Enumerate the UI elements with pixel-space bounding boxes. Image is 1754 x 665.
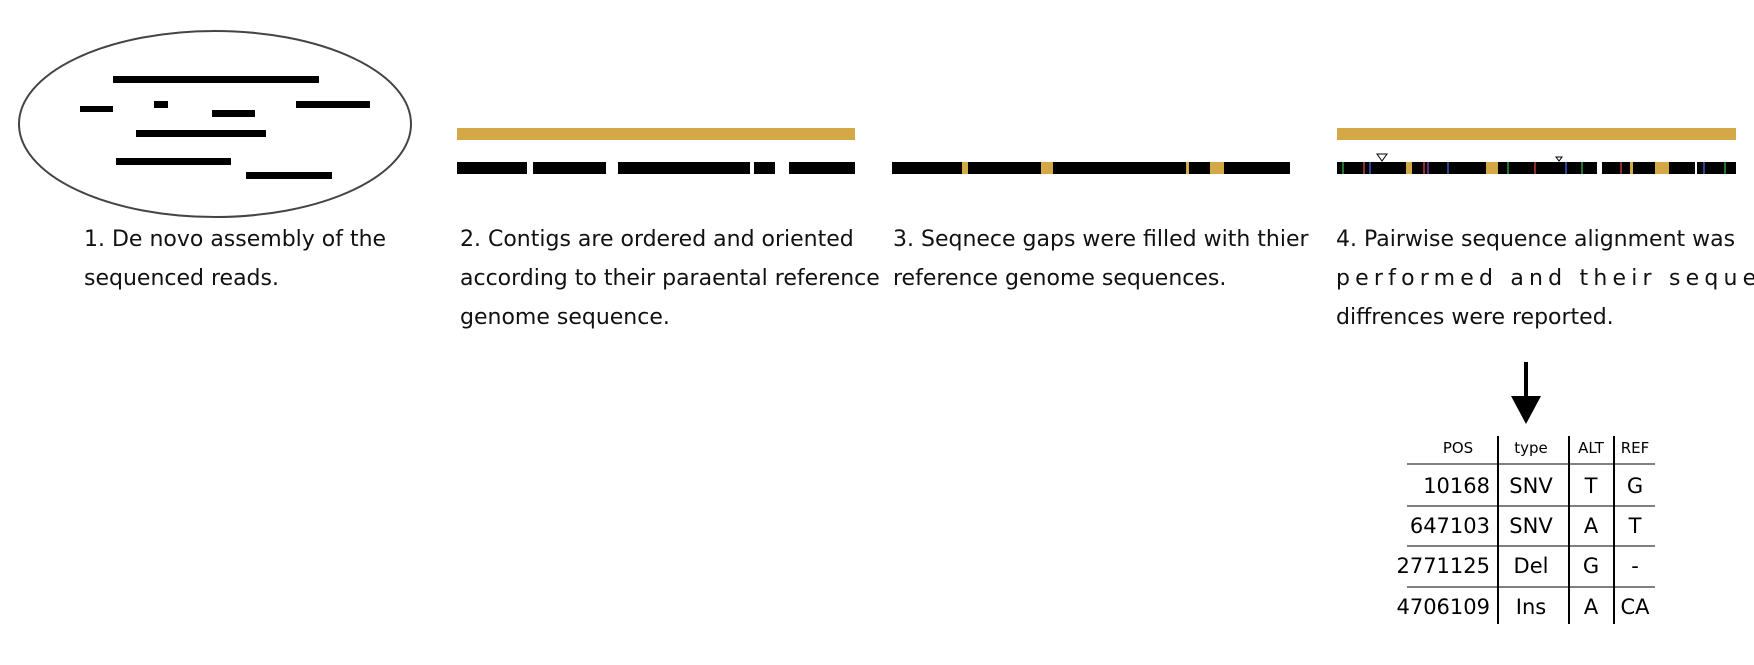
- step-3-caption: 3. Seqnece gaps were filled with thier r…: [893, 220, 1309, 298]
- panel-1-reads: [18, 30, 412, 218]
- table-cell: Del: [1514, 554, 1549, 578]
- table-header-type: type: [1514, 439, 1548, 457]
- insertion-marker-icon: [1376, 153, 1388, 162]
- caption-line: 2. Contigs are ordered and oriented: [460, 227, 854, 252]
- panel-3-gap-filled: [892, 162, 1290, 174]
- caption-line: 1. De novo assembly of the: [84, 227, 387, 252]
- assembly-bar: [1337, 162, 1736, 174]
- reference-genome-bar: [1337, 128, 1736, 140]
- table-cell: A: [1584, 595, 1599, 619]
- table-cell: 2771125: [1396, 554, 1490, 578]
- read: [136, 130, 266, 137]
- aligned-gap: [1630, 162, 1633, 174]
- table-cell: SNV: [1509, 474, 1553, 498]
- step-1-caption: 1. De novo assembly of the sequenced rea…: [84, 220, 386, 298]
- aligned-gap: [1406, 162, 1412, 174]
- contig: [533, 162, 606, 174]
- contig: [618, 162, 750, 174]
- step-2-caption: 2. Contigs are ordered and oriented acco…: [460, 220, 880, 337]
- filled-gap: [1041, 162, 1053, 174]
- table-cell: 4706109: [1396, 595, 1490, 619]
- caption-line: diffrences were reported.: [1336, 305, 1614, 330]
- table-cell: CA: [1620, 595, 1650, 619]
- aligned-gap: [1486, 162, 1498, 174]
- table-header-alt: ALT: [1578, 439, 1605, 457]
- filled-gap: [1186, 162, 1189, 174]
- read: [80, 106, 113, 112]
- table-cell: Ins: [1516, 595, 1546, 619]
- reference-genome-bar: [457, 128, 855, 140]
- contig: [789, 162, 855, 174]
- table-cell: SNV: [1509, 514, 1553, 538]
- scaffold-bar: [892, 162, 1290, 174]
- table-cell: T: [1628, 514, 1642, 538]
- read: [116, 158, 231, 165]
- aligned-gap: [1655, 162, 1669, 174]
- caption-line: performed and their sequence: [1336, 266, 1754, 291]
- table-cell: T: [1584, 474, 1598, 498]
- read: [113, 76, 319, 83]
- table-cell: -: [1631, 554, 1639, 578]
- read: [212, 110, 255, 117]
- read: [154, 101, 168, 108]
- panel-4-alignment: [1337, 128, 1736, 174]
- caption-line: according to their paraental reference: [460, 266, 880, 291]
- insertion-marker-icon: [1555, 156, 1563, 162]
- read: [246, 172, 332, 179]
- table-cell: A: [1584, 514, 1599, 538]
- filled-gap: [962, 162, 968, 174]
- caption-line: sequenced reads.: [84, 266, 279, 291]
- contig: [457, 162, 527, 174]
- filled-gap: [1210, 162, 1224, 174]
- caption-line: 3. Seqnece gaps were filled with thier: [893, 227, 1309, 252]
- table-header-pos: POS: [1443, 439, 1473, 457]
- step-4-caption: 4. Pairwise sequence alignment was perfo…: [1336, 220, 1754, 337]
- caption-line: genome sequence.: [460, 305, 670, 330]
- table-cell: 10168: [1423, 474, 1490, 498]
- table-cell: 647103: [1410, 514, 1490, 538]
- read: [296, 101, 370, 108]
- deletion-mark: [1597, 162, 1602, 174]
- caption-line: 4. Pairwise sequence alignment was: [1336, 227, 1736, 252]
- table-cell: G: [1627, 474, 1643, 498]
- table-cell: G: [1583, 554, 1599, 578]
- variant-table: POS type ALT REF 10168 SNV T G 647103 SN…: [1396, 436, 1655, 624]
- contig: [754, 162, 775, 174]
- deletion-mark: [1695, 162, 1697, 174]
- panel-2-contigs: [457, 128, 855, 174]
- caption-line: reference genome sequences.: [893, 266, 1227, 291]
- read-pool-ellipse: [18, 30, 412, 218]
- down-arrow-icon: [1511, 362, 1541, 424]
- table-header-ref: REF: [1621, 439, 1650, 457]
